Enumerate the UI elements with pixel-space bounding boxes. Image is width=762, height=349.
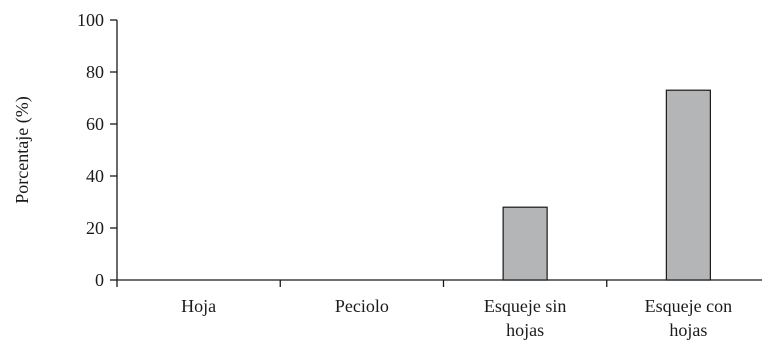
y-axis: 0 20 40 60 80 100 [77,10,118,290]
y-tick-label: 100 [77,10,104,30]
x-category-label: Esqueje sin hojas [484,296,567,340]
y-axis-title: Porcentaje (%) [12,96,33,203]
bars [502,89,711,281]
y-tick-label: 40 [86,166,104,186]
x-category-label: Hoja [181,296,216,316]
x-axis: Hoja Peciolo Esqueje sin hojas Esqueje con ho… [116,279,762,340]
bar [665,89,711,281]
x-category-label: Peciolo [335,296,389,316]
y-tick-label: 0 [95,270,104,290]
y-tick-label: 60 [86,114,104,134]
y-tick-label: 80 [86,62,104,82]
y-tick-label: 20 [86,218,104,238]
bar [502,206,548,281]
x-category-label: Esqueje con hojas [645,296,732,340]
